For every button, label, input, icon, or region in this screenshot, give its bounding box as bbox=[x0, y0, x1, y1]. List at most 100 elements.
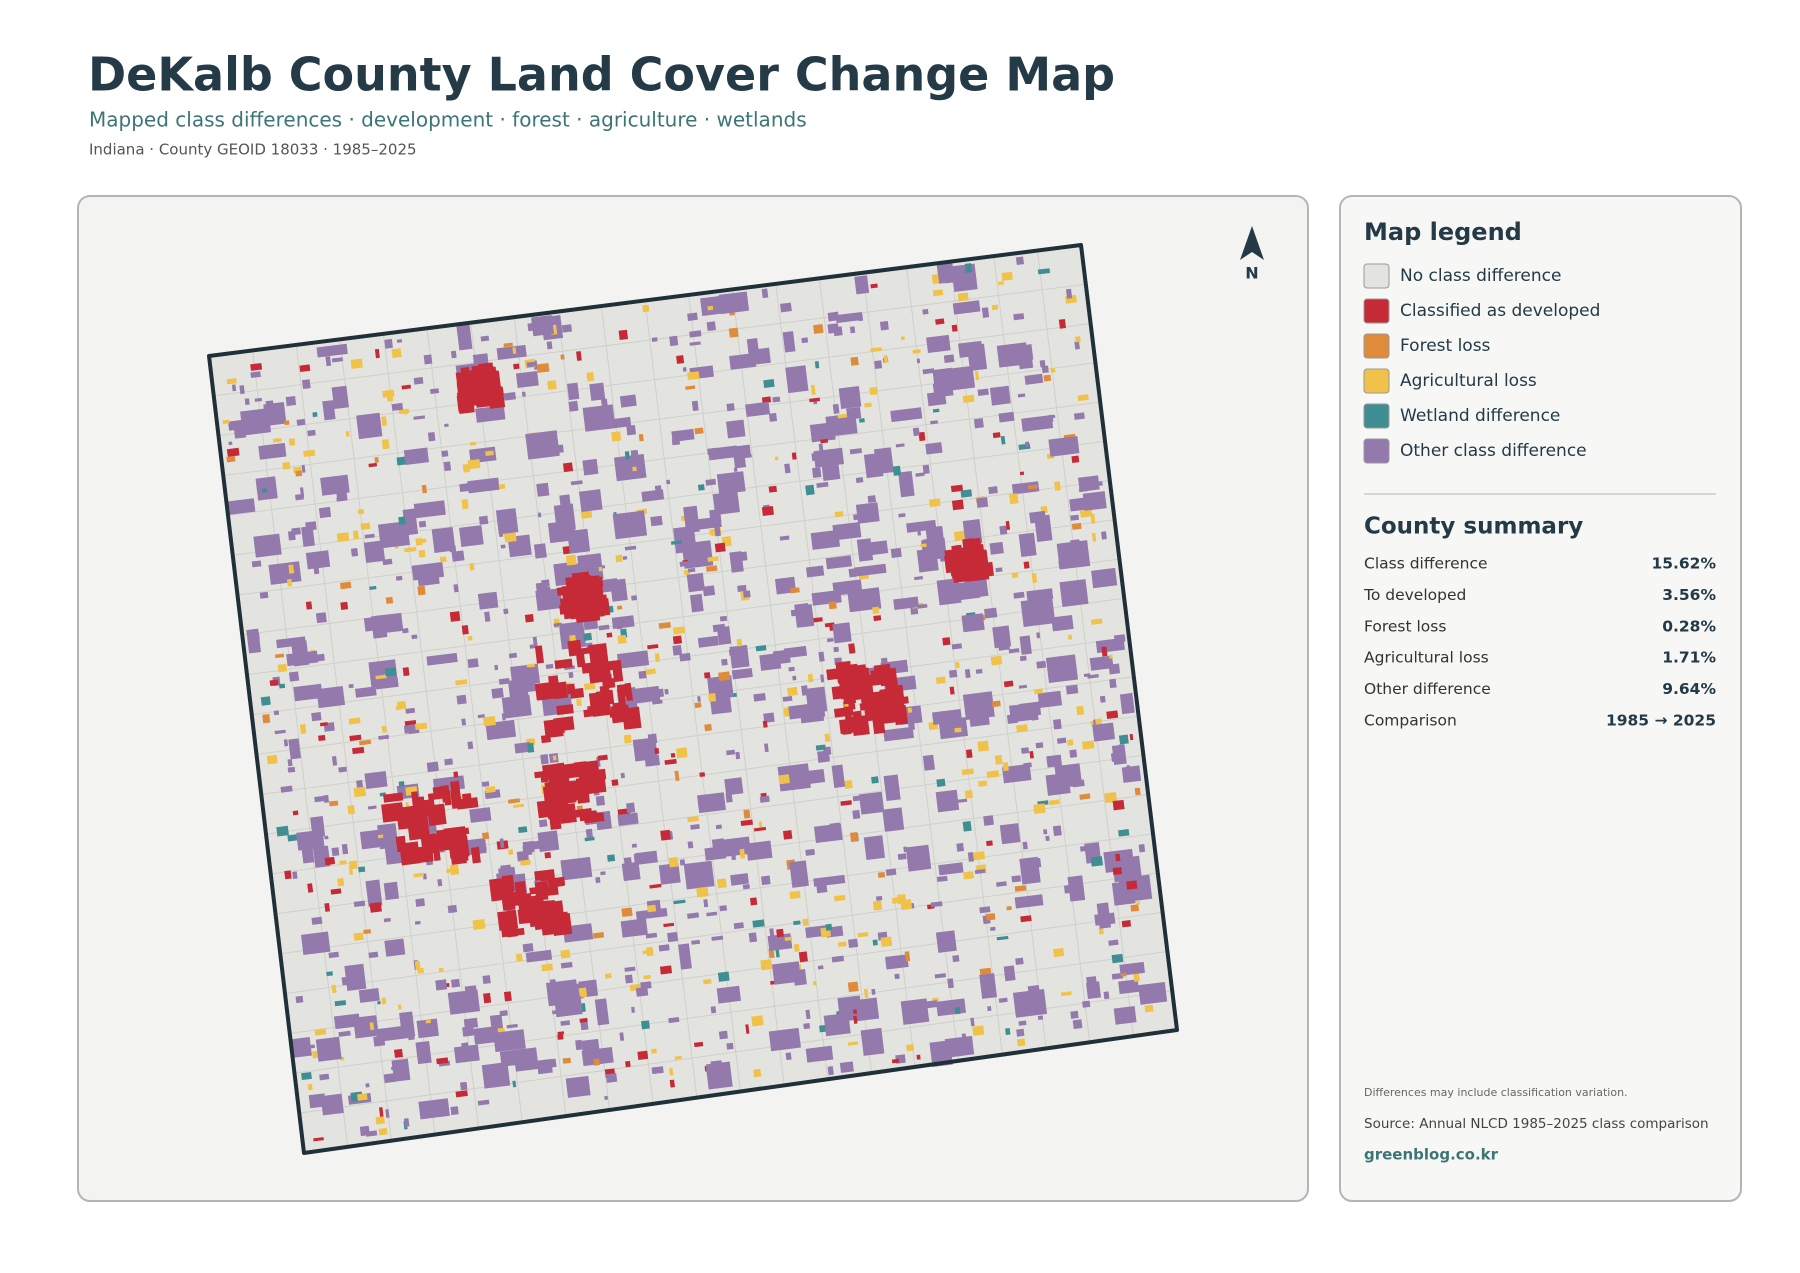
map-patch bbox=[871, 776, 879, 784]
map-patch bbox=[1078, 475, 1100, 492]
map-patch bbox=[979, 906, 991, 914]
map-patch bbox=[536, 799, 554, 819]
map-patch bbox=[642, 304, 650, 313]
map-patch bbox=[613, 453, 647, 482]
map-patch bbox=[1119, 961, 1145, 976]
map-patch bbox=[687, 371, 700, 381]
map-patch bbox=[328, 951, 340, 959]
county-outline bbox=[207, 243, 1179, 1155]
map-patch bbox=[873, 615, 882, 622]
map-patch bbox=[745, 1024, 750, 1034]
map-patch bbox=[952, 955, 960, 963]
map-patch bbox=[481, 1062, 511, 1089]
map-patch bbox=[340, 601, 349, 610]
map-patch bbox=[985, 912, 996, 921]
map-patch bbox=[493, 1029, 526, 1053]
map-patch bbox=[365, 879, 383, 907]
map-patch bbox=[427, 431, 436, 442]
map-patch bbox=[852, 809, 861, 820]
map-patch bbox=[1021, 414, 1054, 432]
map-patch bbox=[391, 402, 404, 411]
map-patch bbox=[1006, 905, 1012, 911]
map-patch bbox=[392, 805, 416, 817]
map-patch bbox=[414, 722, 428, 730]
map-patch bbox=[579, 489, 603, 512]
map-patch bbox=[672, 644, 683, 656]
map-patch bbox=[827, 323, 840, 334]
map-patch bbox=[718, 1030, 728, 1040]
map-patch bbox=[338, 766, 347, 773]
map-patch bbox=[301, 464, 306, 473]
map-patch bbox=[823, 1050, 832, 1055]
map-patch bbox=[1008, 648, 1020, 654]
map-patch bbox=[327, 1042, 340, 1049]
map-patch bbox=[581, 662, 593, 674]
map-patch bbox=[828, 601, 837, 610]
map-patch bbox=[385, 1109, 390, 1118]
map-patch bbox=[364, 771, 388, 790]
map-patch bbox=[820, 674, 825, 683]
map-patch bbox=[353, 1015, 379, 1039]
map-patch bbox=[678, 943, 692, 970]
map-patch bbox=[501, 874, 514, 886]
map-patch bbox=[895, 443, 905, 448]
map-patch bbox=[496, 725, 503, 729]
map-patch bbox=[731, 852, 737, 861]
map-patch bbox=[1018, 684, 1028, 689]
map-patch bbox=[1073, 412, 1085, 420]
map-patch bbox=[784, 463, 791, 474]
map-patch bbox=[288, 438, 296, 446]
map-patch bbox=[871, 988, 876, 995]
map-patch bbox=[607, 854, 616, 862]
map-patch bbox=[541, 963, 554, 972]
map-patch bbox=[820, 438, 829, 444]
map-patch bbox=[545, 886, 559, 896]
legend-label: Forest loss bbox=[1400, 336, 1491, 356]
map-patch bbox=[577, 575, 596, 600]
map-patch bbox=[847, 587, 882, 613]
map-patch bbox=[1112, 867, 1123, 876]
map-patch bbox=[961, 768, 975, 776]
map-patch bbox=[515, 370, 539, 389]
map-patch bbox=[872, 900, 883, 911]
map-patch bbox=[381, 725, 387, 733]
map-patch bbox=[512, 1080, 517, 1088]
map-patch bbox=[367, 805, 377, 810]
map-patch bbox=[398, 516, 406, 525]
map-patch bbox=[824, 733, 831, 742]
map-patch bbox=[768, 1027, 801, 1052]
map-patch bbox=[403, 447, 429, 465]
map-patch bbox=[635, 907, 668, 920]
map-patch bbox=[597, 754, 608, 761]
map-patch bbox=[526, 361, 537, 368]
map-patch bbox=[473, 1025, 500, 1045]
map-patch bbox=[262, 713, 271, 724]
subtitle: Mapped class differences · development ·… bbox=[89, 108, 807, 132]
map-patch bbox=[503, 991, 512, 1002]
map-patch bbox=[619, 1032, 625, 1041]
map-patch bbox=[589, 382, 606, 401]
map-patch bbox=[731, 667, 753, 680]
map-patch bbox=[1071, 455, 1080, 463]
map-patch bbox=[1021, 747, 1030, 754]
map-patch bbox=[869, 386, 878, 396]
map-patch bbox=[904, 951, 911, 962]
map-patch bbox=[272, 437, 282, 443]
map-patch bbox=[402, 667, 410, 677]
map-patch bbox=[500, 544, 506, 549]
map-patch bbox=[398, 781, 405, 787]
map-patch bbox=[916, 1054, 921, 1060]
map-patch bbox=[547, 877, 565, 888]
map-patch bbox=[415, 898, 425, 907]
map-patch bbox=[369, 902, 382, 913]
map-patch bbox=[411, 634, 418, 640]
map-patch bbox=[313, 1137, 324, 1142]
map-patch bbox=[772, 396, 781, 403]
map-patch bbox=[789, 860, 809, 888]
map-patch bbox=[615, 554, 623, 563]
map-patch bbox=[664, 758, 677, 765]
map-patch bbox=[651, 1048, 657, 1054]
map-patch bbox=[467, 477, 500, 494]
map-patch bbox=[791, 452, 797, 460]
map-patch bbox=[583, 632, 593, 641]
